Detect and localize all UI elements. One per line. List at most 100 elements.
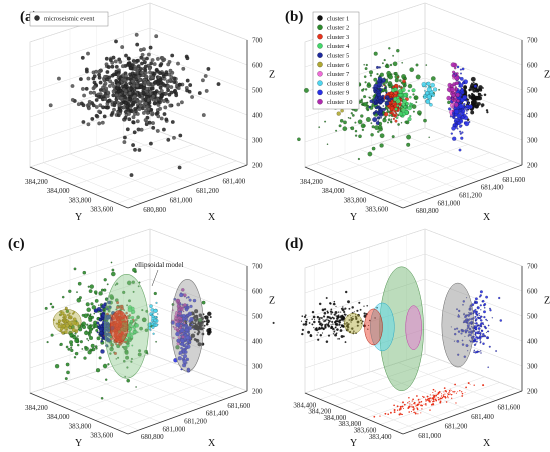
floor-projection-point — [419, 402, 421, 404]
event-point — [156, 69, 160, 74]
event-point — [373, 51, 378, 56]
floor-projection-point — [417, 403, 420, 405]
event-point — [394, 71, 398, 76]
event-point — [409, 105, 412, 108]
event-point — [114, 93, 119, 97]
event-point — [320, 324, 322, 326]
event-point — [480, 329, 484, 333]
event-point — [388, 114, 391, 117]
event-point — [481, 105, 483, 108]
event-point — [152, 71, 157, 76]
event-point — [389, 91, 394, 96]
event-point — [424, 90, 426, 92]
event-point — [110, 261, 113, 264]
floor-projection-point — [449, 388, 451, 390]
event-point — [480, 94, 483, 97]
event-point — [479, 290, 483, 294]
event-point — [198, 313, 203, 317]
event-point — [423, 118, 427, 123]
event-point — [471, 99, 476, 105]
floor-projection-point — [396, 409, 399, 411]
event-point — [100, 333, 103, 337]
event-point — [398, 93, 403, 97]
floor-projection-point — [447, 397, 449, 399]
event-point — [371, 125, 375, 129]
event-point — [411, 88, 416, 93]
floor-projection-point — [461, 395, 464, 397]
event-point — [396, 104, 399, 108]
event-point — [147, 66, 152, 71]
x-gridline — [315, 163, 414, 205]
event-point — [333, 300, 336, 303]
event-point — [207, 311, 212, 316]
event-point — [318, 318, 321, 321]
event-point — [462, 81, 465, 85]
floor-projection-point — [389, 411, 392, 414]
event-point — [407, 83, 413, 89]
event-point — [388, 74, 393, 80]
x-gridline — [40, 389, 139, 431]
legend-box — [29, 11, 109, 27]
event-point — [88, 330, 92, 334]
event-point — [116, 83, 121, 87]
event-point — [475, 322, 478, 325]
z-tick-label: 700 — [252, 263, 263, 271]
event-point — [377, 130, 380, 133]
event-point — [131, 101, 136, 105]
floor-projection-point — [423, 403, 425, 405]
event-point — [345, 290, 348, 294]
event-point — [485, 295, 488, 299]
event-point — [425, 85, 427, 88]
event-point — [127, 112, 131, 116]
event-point — [74, 351, 79, 356]
event-point — [373, 98, 377, 102]
event-point — [173, 88, 177, 93]
event-point — [81, 313, 85, 317]
event-point — [168, 78, 172, 83]
event-point — [106, 65, 111, 69]
event-point — [396, 96, 400, 100]
event-point — [481, 299, 485, 303]
event-point — [137, 352, 142, 357]
event-point — [110, 344, 113, 347]
event-point — [307, 330, 311, 334]
event-point — [74, 338, 79, 343]
event-point — [194, 309, 199, 314]
floor-projection-point — [412, 398, 414, 401]
event-point — [452, 113, 455, 116]
event-point — [185, 78, 190, 83]
event-point — [466, 112, 468, 115]
event-point — [466, 110, 468, 112]
event-point — [477, 330, 479, 333]
event-point — [95, 368, 101, 373]
event-point — [159, 116, 164, 121]
event-point — [151, 125, 156, 130]
event-point — [387, 118, 391, 121]
floor-projection-point — [465, 386, 467, 389]
event-point — [406, 134, 411, 140]
event-point — [136, 64, 141, 69]
legend-label: cluster 1 — [327, 15, 349, 22]
event-point — [118, 108, 123, 113]
event-point — [376, 116, 380, 120]
event-point — [155, 301, 158, 304]
floor-projection-point — [411, 404, 413, 406]
event-point — [133, 147, 137, 152]
event-point — [102, 88, 106, 93]
floor-projection-point — [393, 404, 395, 407]
event-point — [178, 133, 183, 138]
floor-projection-point — [399, 412, 401, 414]
event-point — [495, 350, 497, 352]
event-point — [403, 77, 407, 81]
event-point — [428, 136, 430, 138]
event-point — [384, 112, 389, 117]
y-gridline — [73, 144, 194, 186]
event-point — [205, 319, 210, 324]
event-point — [136, 315, 140, 319]
event-point — [384, 64, 388, 68]
ellipsoid — [52, 309, 82, 334]
event-point — [79, 77, 83, 81]
event-point — [166, 84, 170, 88]
floor-projection-point — [413, 411, 415, 413]
